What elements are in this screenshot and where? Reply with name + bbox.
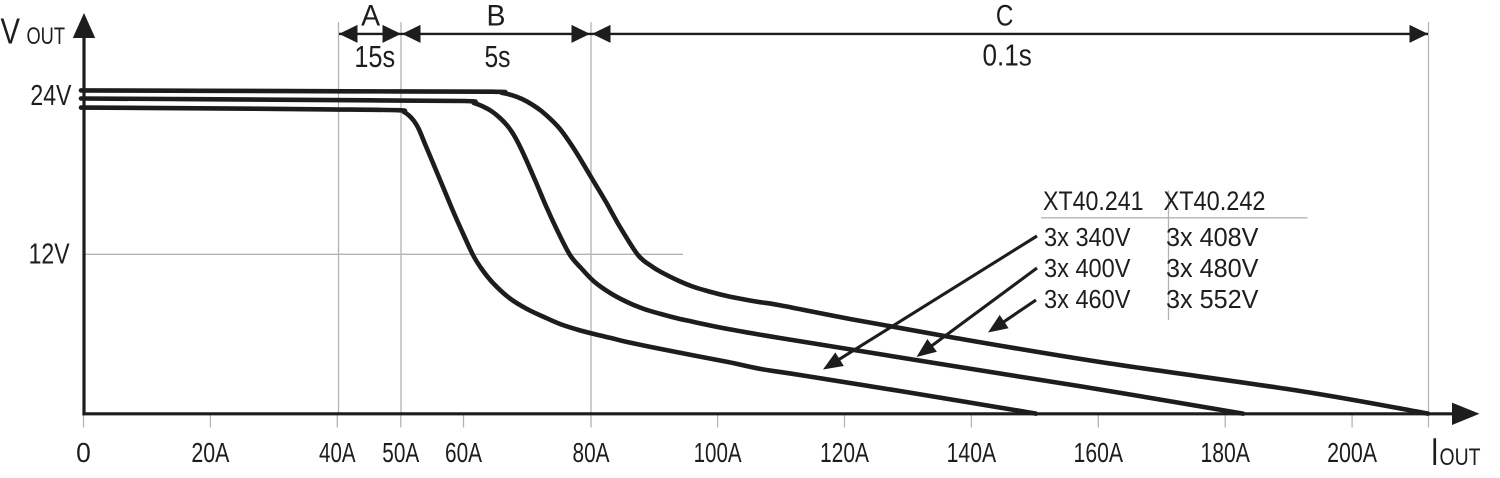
svg-text:180A: 180A	[1200, 437, 1250, 468]
svg-text:5s: 5s	[485, 39, 511, 74]
svg-text:200A: 200A	[1327, 437, 1377, 468]
svg-text:24V: 24V	[30, 80, 71, 112]
svg-text:B: B	[487, 0, 506, 32]
svg-text:I: I	[1431, 431, 1439, 474]
svg-text:OUT: OUT	[27, 23, 66, 50]
svg-text:3x 400V: 3x 400V	[1044, 255, 1131, 283]
svg-text:160A: 160A	[1074, 437, 1124, 468]
svg-text:3x 340V: 3x 340V	[1044, 224, 1131, 252]
svg-text:XT40.242: XT40.242	[1164, 186, 1266, 216]
svg-text:A: A	[361, 0, 380, 32]
svg-text:80A: 80A	[573, 437, 610, 468]
svg-text:OUT: OUT	[1440, 444, 1481, 471]
svg-text:3x 552V: 3x 552V	[1166, 286, 1259, 314]
svg-text:3x 480V: 3x 480V	[1166, 255, 1259, 283]
svg-text:15s: 15s	[354, 39, 395, 74]
svg-text:XT40.241: XT40.241	[1043, 186, 1144, 216]
svg-text:120A: 120A	[820, 437, 869, 468]
svg-text:40A: 40A	[319, 437, 356, 468]
svg-text:V: V	[1, 10, 21, 51]
svg-text:140A: 140A	[947, 437, 997, 468]
svg-text:50A: 50A	[382, 437, 419, 468]
svg-text:0.1s: 0.1s	[983, 38, 1032, 73]
svg-text:3x 460V: 3x 460V	[1044, 286, 1131, 314]
svg-text:C: C	[996, 0, 1014, 32]
svg-text:12V: 12V	[29, 238, 70, 270]
svg-text:100A: 100A	[694, 437, 742, 468]
svg-text:20A: 20A	[191, 437, 229, 468]
svg-text:3x 408V: 3x 408V	[1166, 224, 1259, 252]
svg-text:60A: 60A	[445, 437, 482, 468]
svg-text:0: 0	[76, 437, 91, 468]
